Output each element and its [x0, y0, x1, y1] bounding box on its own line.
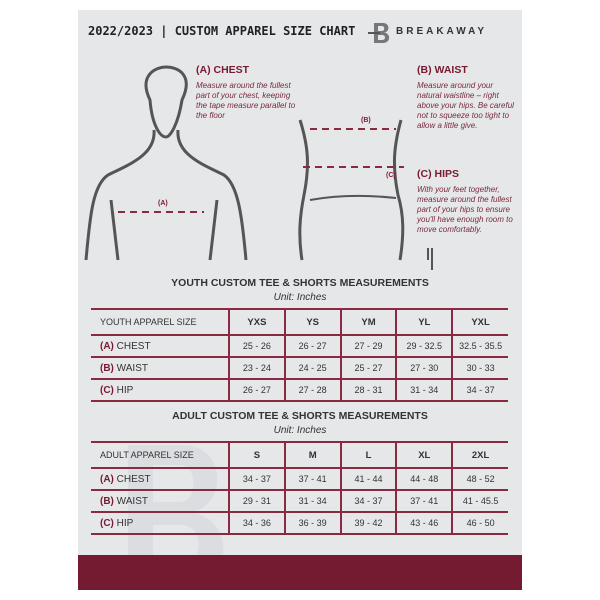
cell: 31 - 34	[283, 489, 341, 512]
cell: 29 - 31	[228, 489, 285, 512]
table-row: (A) CHEST 34 - 37 37 - 41 41 - 44 44 - 48 48 …	[91, 467, 508, 490]
cell: 34 - 37	[228, 467, 285, 490]
brand-name: BREAKAWAY	[396, 26, 488, 37]
cell: 41 - 44	[339, 467, 397, 490]
size-header: L	[339, 441, 397, 468]
cell: 24 - 25	[283, 356, 341, 379]
cell: 41 - 45.5	[451, 489, 508, 512]
cell: 23 - 24	[228, 356, 285, 379]
cell: 34 - 37	[451, 378, 508, 402]
adult-section-title: ADULT CUSTOM TEE & SHORTS MEASUREMENTS	[172, 410, 428, 422]
waist-description: Measure around your natural waistline – …	[417, 81, 514, 130]
cell: 25 - 26	[228, 334, 285, 357]
cell: 36 - 39	[283, 511, 341, 535]
table-row: (C) HIP 26 - 27 27 - 28 28 - 31 31 - 34 34 - …	[91, 378, 508, 402]
row-name: WAIST	[116, 495, 148, 507]
row-letter: (B)	[100, 362, 114, 374]
table-header-row: ADULT APPAREL SIZE S M L XL 2XL	[91, 441, 508, 468]
row-name: WAIST	[116, 362, 148, 374]
size-header: 2XL	[451, 441, 508, 468]
cell: 27 - 29	[339, 334, 397, 357]
size-header: YXL	[451, 308, 508, 335]
cell: 29 - 32.5	[395, 334, 453, 357]
chest-marker: (A)	[158, 200, 168, 207]
cell: 27 - 28	[283, 378, 341, 402]
cell: 37 - 41	[395, 489, 453, 512]
row-name: CHEST	[116, 340, 151, 352]
adult-unit: Unit: Inches	[273, 425, 327, 436]
size-header: YL	[395, 308, 453, 335]
cell: 31 - 34	[395, 378, 453, 402]
row-letter: (B)	[100, 495, 114, 507]
cell: 32.5 - 35.5	[451, 334, 508, 357]
row-name: HIP	[116, 517, 134, 529]
cell: 48 - 52	[451, 467, 508, 490]
cell: 43 - 46	[395, 511, 453, 535]
row-label: (B) WAIST	[91, 489, 229, 512]
adult-size-table: ADULT APPAREL SIZE S M L XL 2XL (A) CHES…	[91, 441, 508, 535]
cell: 27 - 30	[395, 356, 453, 379]
row-label: (B) WAIST	[91, 356, 229, 379]
table-header-row: YOUTH APPAREL SIZE YXS YS YM YL YXL	[91, 308, 508, 335]
table-row: (C) HIP 34 - 36 36 - 39 39 - 42 43 - 46 46 - …	[91, 511, 508, 535]
size-header: YXS	[228, 308, 285, 335]
cell: 25 - 27	[339, 356, 397, 379]
cell: 34 - 36	[228, 511, 285, 535]
cell: 30 - 33	[451, 356, 508, 379]
table-row: (A) CHEST 25 - 26 26 - 27 27 - 29 29 - 32.5 3…	[91, 334, 508, 357]
table-row: (B) WAIST 29 - 31 31 - 34 34 - 37 37 - 41 41 …	[91, 489, 508, 512]
hips-description: With your feet together, measure around …	[417, 185, 513, 234]
size-header: S	[228, 441, 285, 468]
youth-section-title: YOUTH CUSTOM TEE & SHORTS MEASUREMENTS	[171, 277, 429, 289]
size-header: M	[283, 441, 341, 468]
cell: 34 - 37	[339, 489, 397, 512]
row-name: CHEST	[116, 473, 151, 485]
waist-marker: (B)	[361, 117, 371, 124]
row-label: (A) CHEST	[91, 467, 229, 490]
measurement-figures	[84, 65, 433, 270]
cell: 26 - 27	[283, 334, 341, 357]
cell: 37 - 41	[283, 467, 341, 490]
cell: 39 - 42	[339, 511, 397, 535]
row-name: HIP	[116, 384, 134, 396]
size-chart-panel: 2022/2023 | CUSTOM APPAREL SIZE CHART BR…	[78, 10, 522, 590]
table-row: (B) WAIST 23 - 24 24 - 25 25 - 27 27 - 30 30 …	[91, 356, 508, 379]
cell: 44 - 48	[395, 467, 453, 490]
row-letter: (C)	[100, 517, 114, 529]
row-letter: (A)	[100, 473, 114, 485]
row-label: (A) CHEST	[91, 334, 229, 357]
hips-title: (C) HIPS	[417, 168, 459, 180]
footer-bar	[78, 555, 522, 590]
page-title: 2022/2023 | CUSTOM APPAREL SIZE CHART	[88, 24, 356, 38]
row-label: (C) HIP	[91, 511, 229, 535]
header-label: ADULT APPAREL SIZE	[91, 441, 229, 468]
waist-title: (B) WAIST	[417, 64, 468, 76]
row-letter: (A)	[100, 340, 114, 352]
chest-description: Measure around the fullest part of your …	[196, 81, 296, 120]
breakaway-logo-icon	[368, 23, 390, 43]
youth-unit: Unit: Inches	[273, 292, 327, 303]
row-letter: (C)	[100, 384, 114, 396]
header-label: YOUTH APPAREL SIZE	[91, 308, 229, 335]
cell: 26 - 27	[228, 378, 285, 402]
cell: 28 - 31	[339, 378, 397, 402]
row-label: (C) HIP	[91, 378, 229, 402]
size-header: YM	[339, 308, 397, 335]
youth-size-table: YOUTH APPAREL SIZE YXS YS YM YL YXL (A) …	[91, 308, 508, 402]
chest-title: (A) CHEST	[196, 64, 250, 76]
size-header: XL	[395, 441, 453, 468]
hips-marker: (C)	[386, 172, 396, 179]
cell: 46 - 50	[451, 511, 508, 535]
size-header: YS	[283, 308, 341, 335]
